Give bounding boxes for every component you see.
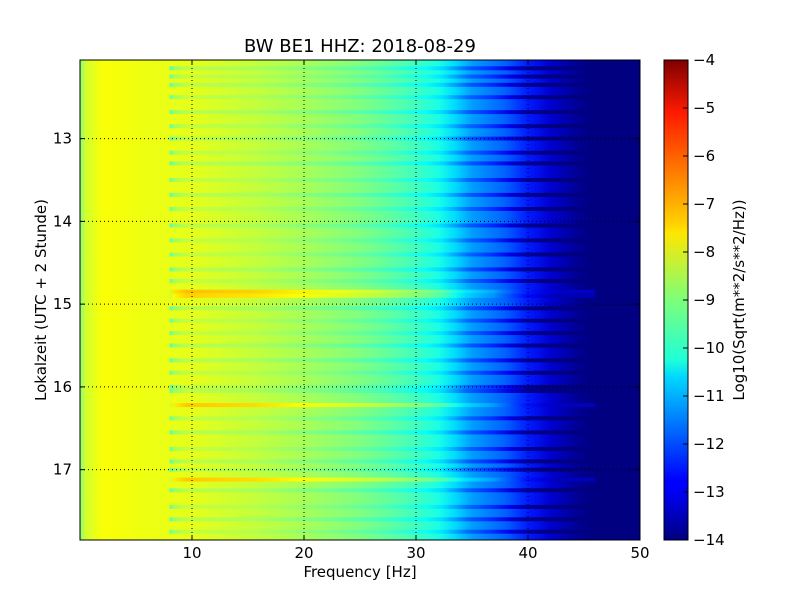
colorbar-tick-label: −13 xyxy=(693,483,725,501)
colorbar-tick-label: −9 xyxy=(693,291,715,309)
spectrogram-band xyxy=(169,504,596,509)
spectrogram-band xyxy=(169,238,596,243)
spectrogram-band xyxy=(169,293,596,298)
spectrogram-band xyxy=(169,82,596,87)
chart-title: BW BE1 HHZ: 2018-08-29 xyxy=(244,36,476,57)
spectrogram-band xyxy=(169,95,596,100)
spectrogram-band xyxy=(169,529,596,534)
colorbar-tick-label: −5 xyxy=(693,99,715,117)
colorbar-ticks: −4 −5 −6 −7 −8 −9 −10 −11 −12 −13 −14 xyxy=(683,51,725,549)
y-tick-label: 14 xyxy=(53,212,72,230)
spectrogram-band xyxy=(169,306,596,311)
grid-lines xyxy=(80,60,640,540)
colorbar-tick-label: −12 xyxy=(693,435,725,453)
colorbar-tick-label: −6 xyxy=(693,147,715,165)
spectrogram-band xyxy=(169,161,596,166)
spectrogram-band xyxy=(169,430,596,435)
spectrogram-band xyxy=(169,467,596,472)
x-tick-label: 10 xyxy=(182,544,201,562)
spectrogram-band xyxy=(169,136,596,141)
colorbar-label: Log10(Sqrt(m**2/s**2/Hz)) xyxy=(730,199,748,400)
spectrogram-band xyxy=(169,124,596,129)
spectrogram-band xyxy=(169,358,596,363)
colorbar-tick-label: −14 xyxy=(693,531,725,549)
y-tick-label: 13 xyxy=(53,130,72,148)
spectrogram-band xyxy=(169,252,596,257)
spectrogram-band xyxy=(169,207,596,211)
spectrogram-band xyxy=(169,488,596,493)
spectrogram-band xyxy=(169,150,596,155)
spectrogram-band xyxy=(169,384,596,389)
spectrogram-band xyxy=(169,331,596,336)
spectrogram-band xyxy=(169,289,596,294)
spectrogram-band xyxy=(169,178,596,182)
spectrogram-band xyxy=(169,389,596,393)
colorbar-tick-label: −11 xyxy=(693,387,725,405)
spectrogram-band xyxy=(169,192,596,197)
x-tick-label: 20 xyxy=(294,544,313,562)
x-axis: 10 20 30 40 50 xyxy=(182,60,650,562)
colorbar-tick-label: −8 xyxy=(693,243,715,261)
y-axis: 13 14 15 16 17 xyxy=(53,130,640,479)
plot-area xyxy=(80,60,640,540)
y-tick-label: 16 xyxy=(53,378,72,396)
spectrogram-band xyxy=(169,318,596,323)
colorbar-tick-label: −4 xyxy=(693,51,715,69)
spectrogram-band xyxy=(169,279,596,283)
y-axis-label: Lokalzeit (UTC + 2 Stunde) xyxy=(32,199,50,401)
colorbar-tick-label: −7 xyxy=(693,195,715,213)
spectrogram-band xyxy=(169,403,596,408)
spectrogram-band xyxy=(169,447,596,451)
spectrogram-band xyxy=(169,477,596,482)
spectrogram-band xyxy=(169,343,596,348)
y-tick-label: 17 xyxy=(53,461,72,479)
y-tick-label: 15 xyxy=(53,295,72,313)
colorbar: −4 −5 −6 −7 −8 −9 −10 −11 −12 −13 −14 Log10(Sqrt(m… xyxy=(663,51,748,549)
x-tick-label: 50 xyxy=(630,544,649,562)
x-tick-label: 30 xyxy=(406,544,425,562)
spectrogram-band xyxy=(169,267,596,272)
spectrogram-bands xyxy=(169,66,596,534)
spectrogram-band xyxy=(169,370,596,375)
spectrogram-band xyxy=(169,110,596,115)
spectrogram-band xyxy=(169,517,596,522)
plot-frame xyxy=(79,59,641,541)
spectrogram-band xyxy=(169,66,596,71)
spectrogram-band xyxy=(169,223,596,228)
colorbar-tick-label: −10 xyxy=(693,339,725,357)
x-tick-label: 40 xyxy=(518,544,537,562)
spectrogram-band xyxy=(169,459,596,464)
x-axis-label: Frequency [Hz] xyxy=(303,563,416,581)
spectrogram-band xyxy=(169,416,596,421)
spectrogram-band xyxy=(169,74,596,79)
